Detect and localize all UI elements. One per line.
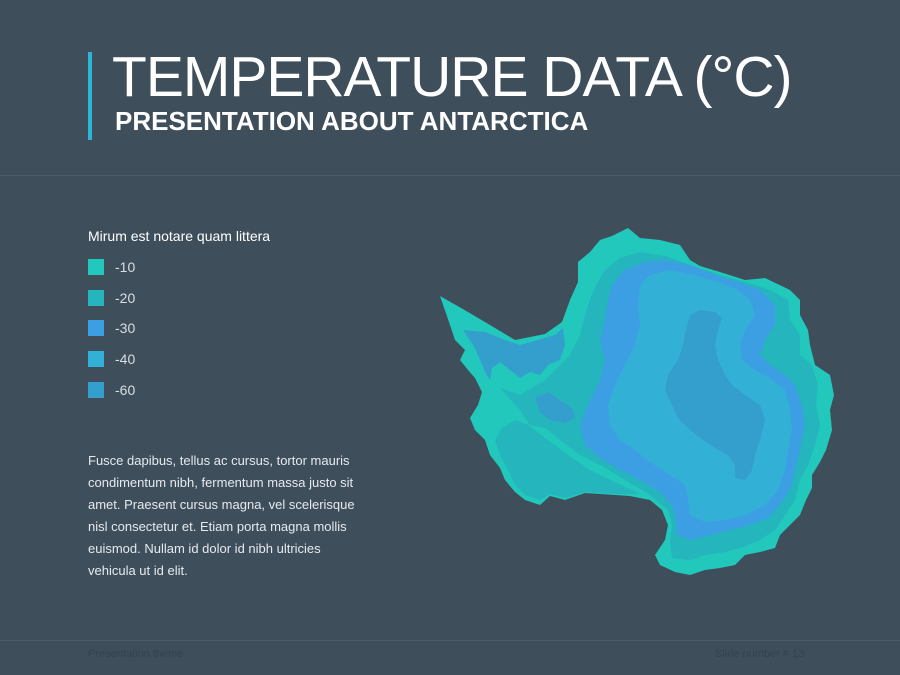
legend-swatch-icon bbox=[88, 381, 104, 398]
map-layer-minus-60 bbox=[665, 310, 765, 480]
page-subtitle: PRESENTATION ABOUT ANTARCTICA bbox=[115, 106, 589, 136]
legend-item: -30 bbox=[88, 320, 388, 337]
description-paragraph: Fusce dapibus, tellus ac cursus, tortor … bbox=[88, 453, 355, 578]
footer-theme-label: Presentation theme bbox=[88, 648, 184, 660]
legend-swatch-icon bbox=[88, 351, 104, 368]
legend-swatch-icon bbox=[88, 320, 104, 337]
title-accent-bar bbox=[88, 52, 92, 140]
map-layer-peninsula-cold bbox=[463, 328, 565, 380]
legend-label: -40 bbox=[115, 351, 136, 368]
footer-slide-number: Slide number # 13 bbox=[715, 648, 805, 660]
legend-label: -60 bbox=[115, 381, 136, 398]
header-divider bbox=[0, 175, 900, 176]
antarctica-map-icon bbox=[440, 228, 834, 575]
legend-item: -60 bbox=[88, 381, 388, 398]
footer-divider bbox=[0, 640, 900, 641]
page-title: TEMPERATURE DATA (°C) bbox=[112, 45, 792, 109]
legend-swatch-icon bbox=[88, 289, 104, 306]
legend-item: -10 bbox=[88, 259, 388, 275]
legend-label: -20 bbox=[115, 289, 136, 306]
map-layer-peninsula-cold-2 bbox=[535, 392, 575, 423]
map-legend: Mirum est notare quam littera -10 -20 -3… bbox=[88, 227, 388, 412]
legend-label: -30 bbox=[115, 320, 136, 337]
legend-item: -40 bbox=[88, 351, 388, 368]
legend-item: -20 bbox=[88, 289, 388, 306]
legend-label: -10 bbox=[115, 259, 136, 275]
legend-swatch-icon bbox=[88, 259, 104, 275]
legend-title: Mirum est notare quam littera bbox=[88, 228, 271, 244]
